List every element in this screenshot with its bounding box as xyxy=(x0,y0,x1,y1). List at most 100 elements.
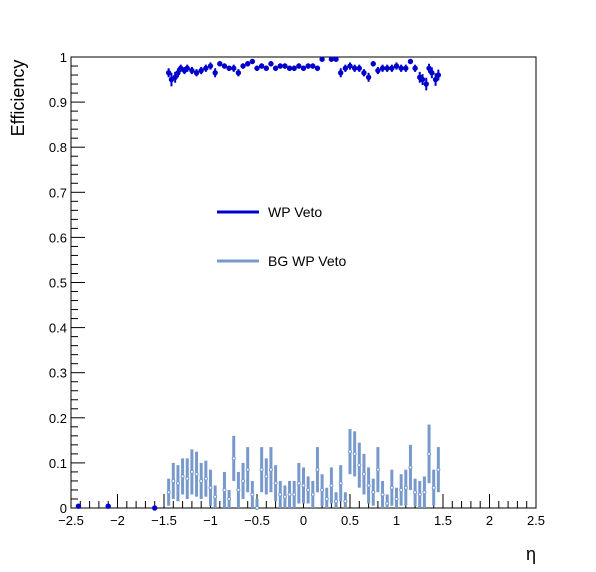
y-tick-label: 1 xyxy=(60,50,67,65)
data-point xyxy=(305,63,311,69)
data-point xyxy=(352,431,357,477)
data-point xyxy=(240,63,246,69)
data-point xyxy=(273,465,278,502)
marker xyxy=(185,476,190,481)
data-point xyxy=(385,494,390,508)
marker xyxy=(375,467,380,472)
data-point xyxy=(315,447,320,493)
data-point xyxy=(365,72,372,82)
plot-frame-box xyxy=(70,56,537,509)
data-point xyxy=(166,478,171,506)
marker xyxy=(254,65,260,71)
marker xyxy=(408,465,413,470)
data-point xyxy=(357,442,362,488)
marker xyxy=(226,65,232,71)
marker xyxy=(272,65,279,71)
marker xyxy=(282,494,287,499)
marker xyxy=(393,63,400,69)
marker xyxy=(389,65,395,71)
data-point xyxy=(306,476,311,504)
data-point xyxy=(212,68,218,78)
marker xyxy=(296,63,302,69)
data-point xyxy=(277,63,283,69)
data-point xyxy=(419,74,426,85)
marker xyxy=(398,65,404,71)
data-point xyxy=(334,492,339,508)
marker xyxy=(347,63,353,69)
marker xyxy=(268,467,273,472)
data-point xyxy=(329,467,334,504)
marker xyxy=(403,485,408,490)
marker xyxy=(240,63,246,69)
marker xyxy=(436,467,441,472)
data-point xyxy=(75,503,82,509)
marker xyxy=(278,492,283,497)
marker xyxy=(333,56,339,62)
data-point xyxy=(348,429,352,475)
marker xyxy=(366,483,371,488)
marker xyxy=(217,61,223,67)
marker xyxy=(435,72,442,78)
marker xyxy=(419,76,426,83)
data-point xyxy=(286,65,293,71)
marker xyxy=(152,505,158,511)
y-tick-label: 0.3 xyxy=(49,366,67,381)
data-point xyxy=(314,65,321,71)
marker xyxy=(277,63,283,69)
marker xyxy=(249,58,256,65)
marker xyxy=(310,63,316,69)
data-point xyxy=(403,64,409,72)
marker xyxy=(300,65,307,71)
marker xyxy=(412,65,418,71)
data-point xyxy=(172,71,178,83)
marker xyxy=(227,496,232,501)
marker xyxy=(385,501,390,506)
marker xyxy=(315,467,320,472)
marker xyxy=(259,467,264,472)
marker xyxy=(348,449,352,454)
marker xyxy=(334,499,339,504)
data-point xyxy=(371,478,376,506)
marker xyxy=(407,58,414,65)
data-point xyxy=(429,67,435,79)
y-tick-label: 0.1 xyxy=(49,456,67,471)
marker xyxy=(403,65,409,71)
data-point xyxy=(320,474,325,506)
data-point xyxy=(235,69,242,77)
y-axis-title: Efficiency xyxy=(8,60,28,137)
data-point xyxy=(417,480,422,508)
y-tick-label: 0.5 xyxy=(49,276,67,291)
y-tick-label: 0.7 xyxy=(49,185,67,200)
data-point xyxy=(356,64,362,72)
x-tick-label: 2 xyxy=(486,513,493,528)
data-point xyxy=(366,467,371,504)
data-point xyxy=(236,471,241,508)
marker xyxy=(263,65,269,71)
data-point xyxy=(268,61,274,67)
marker xyxy=(310,492,315,497)
marker xyxy=(198,67,204,74)
y-tick-label: 0.6 xyxy=(49,230,67,245)
marker xyxy=(178,65,184,71)
data-point xyxy=(226,65,232,71)
marker xyxy=(370,61,376,67)
data-point xyxy=(199,462,204,499)
data-point xyxy=(399,474,404,506)
marker xyxy=(328,56,335,62)
marker xyxy=(231,65,237,71)
data-point xyxy=(258,63,265,69)
data-point xyxy=(432,73,439,86)
marker xyxy=(165,70,172,76)
marker xyxy=(75,503,82,509)
marker xyxy=(184,65,190,71)
data-point xyxy=(227,489,232,508)
marker xyxy=(427,451,432,456)
data-point xyxy=(319,56,325,62)
marker xyxy=(429,70,435,76)
marker xyxy=(208,485,213,490)
marker xyxy=(351,65,358,71)
data-point xyxy=(208,469,213,506)
marker xyxy=(171,478,176,483)
data-point xyxy=(394,487,399,508)
data-point xyxy=(175,68,181,78)
